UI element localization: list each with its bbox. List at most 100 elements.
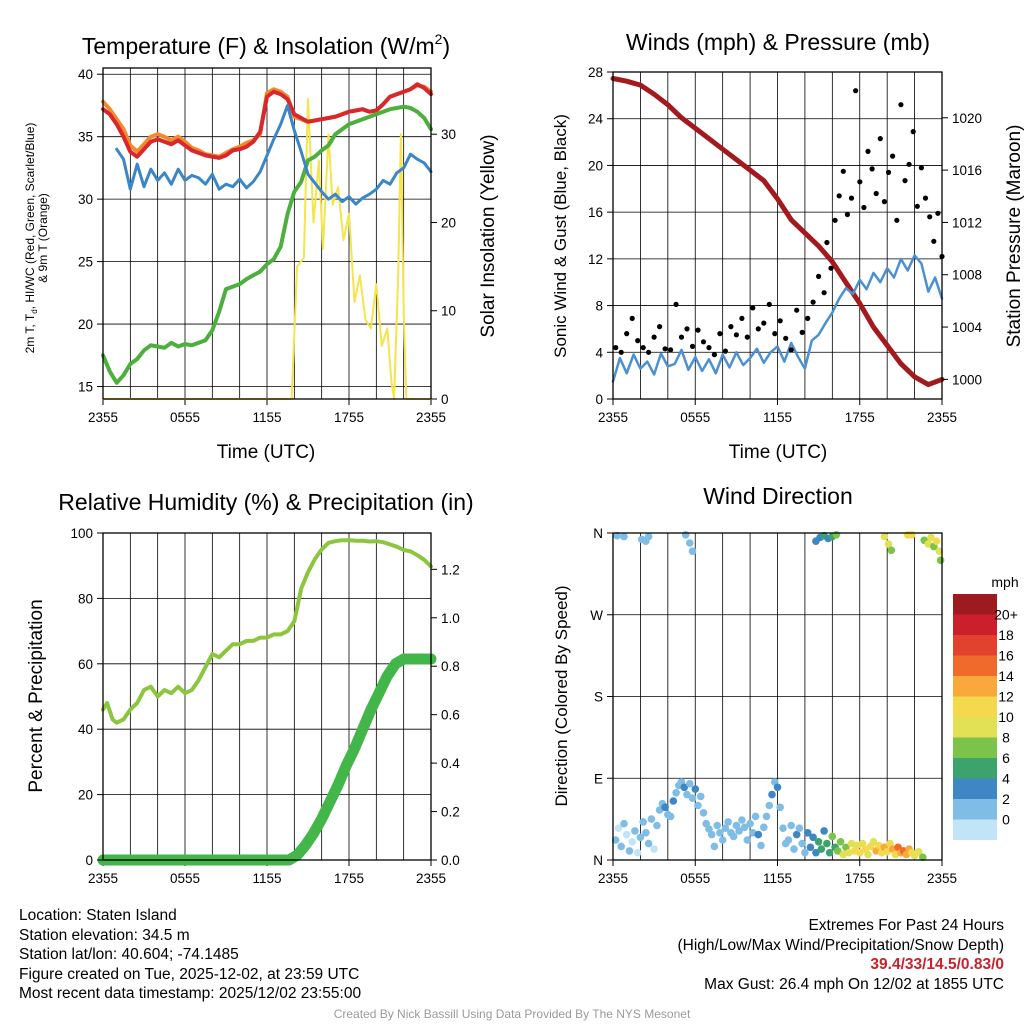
wind-gust-point (840, 168, 846, 174)
wind-gust-point (902, 178, 908, 184)
temp-xtick-label: 0555 (170, 410, 200, 425)
legend-swatch (953, 676, 997, 697)
dir-point (795, 824, 804, 832)
temp-xtick-label: 1155 (252, 410, 281, 425)
wind-gust-point (918, 165, 925, 171)
wind-gust-point (783, 335, 789, 341)
rh-xtick-label: 0555 (170, 871, 200, 886)
wind-gust-point (761, 320, 767, 326)
wind-gust-point (828, 265, 834, 271)
dir-point (884, 540, 893, 548)
wind-ytick-label: 28 (588, 65, 603, 80)
temp-title: Temperature (F) & Insolation (W/m2) (82, 31, 450, 59)
temp-y2tick-label: 30 (441, 127, 456, 142)
rh-xtick-label: 2355 (416, 871, 446, 886)
wind-plot-area: 2355 0555 1155 1755 2355 0 4 8 12 16 20 24 28 1000 100… (588, 65, 983, 425)
wind-gust-point (711, 352, 718, 358)
dir-point (696, 792, 705, 801)
wind-gust-point (728, 324, 734, 330)
dir-ytick-label: E (594, 771, 603, 786)
dir-point (740, 823, 749, 832)
dir-point (880, 532, 889, 541)
temp-border (102, 67, 432, 400)
dir-point (751, 812, 760, 821)
wind-xtick-label: 0555 (680, 410, 710, 425)
wind-gust-point (750, 305, 756, 311)
temp-ylabel-line2: & 9m T (Orange) (36, 193, 50, 283)
dir-point (757, 841, 765, 850)
wind-gust-point (832, 217, 838, 223)
dir-point (644, 839, 653, 848)
dir-title: Wind Direction (703, 483, 853, 509)
wind-gust-point (662, 346, 668, 352)
wind-gust-point (931, 238, 937, 244)
rh-xtick-label: 1155 (252, 871, 281, 886)
wind-gust-point (613, 345, 619, 351)
dir-point (908, 531, 916, 539)
legend-swatch (953, 758, 997, 779)
dir-point (738, 816, 746, 824)
rh-series-relative-humidity (101, 538, 433, 725)
wind-gust-point (646, 349, 652, 355)
dir-point (686, 779, 694, 788)
wind-gust-point (881, 199, 888, 205)
wind-gust-point (906, 161, 912, 167)
dir-point (688, 547, 697, 555)
temp-series-dewpoint (101, 104, 433, 385)
legend-label: 2 (1002, 791, 1010, 807)
extremes-subtitle: (High/Low/Max Wind/Precipitation/Snow De… (677, 936, 1005, 954)
dir-point (856, 848, 864, 857)
dir-point (792, 830, 801, 839)
wind-border (612, 71, 943, 400)
dir-point (935, 547, 944, 555)
legend-swatch (953, 799, 997, 820)
dir-point (806, 843, 815, 852)
wind-xtick-label: 1755 (845, 410, 875, 425)
temp-ytick-label: 15 (78, 380, 93, 395)
wind-gust-point (668, 347, 674, 353)
dir-xtick-label: 2355 (927, 871, 957, 886)
dir-point (932, 537, 941, 545)
wind-gust-point (657, 324, 663, 330)
dir-point (622, 830, 631, 839)
wind-gust-point (885, 169, 892, 175)
temp-series-wind-chill (115, 104, 433, 206)
wind-gust-point (857, 179, 863, 185)
temp-title-end: ) (442, 33, 450, 59)
dir-point (718, 836, 727, 844)
dir-point (639, 818, 647, 826)
wind-ytick-label: 4 (595, 345, 603, 360)
dir-point (647, 815, 656, 823)
wind-gust-point (865, 148, 871, 154)
wind-gust-point (861, 204, 867, 211)
dir-point (801, 848, 809, 857)
wind-gust-point (733, 332, 740, 338)
rh-ytick-label: 60 (78, 657, 93, 672)
wind-xtick-label: 1155 (763, 410, 792, 425)
dir-point (631, 827, 639, 835)
legend-swatch (953, 717, 997, 738)
dir-point (768, 790, 776, 799)
wind-gust-point (922, 195, 929, 201)
temp-ylabel-a: 2m T, T (23, 313, 37, 353)
dir-border (612, 532, 943, 861)
wind-gust-point (848, 195, 855, 201)
wind-gust-point (618, 349, 624, 355)
legend-swatch (953, 819, 997, 840)
dir-point (927, 533, 935, 542)
dir-point (787, 821, 795, 830)
dir-point (814, 838, 823, 846)
dir-point (650, 845, 658, 853)
dir-point (721, 824, 730, 832)
dir-ytick-label: W (590, 608, 603, 623)
dir-point (823, 839, 831, 848)
wind-ytick-label: 24 (588, 112, 604, 127)
rh-y2tick-label: 0.4 (441, 756, 460, 771)
dir-point (620, 819, 628, 828)
wind-gust-point (744, 334, 750, 340)
dir-point (683, 790, 691, 799)
wind-y2tick-label: 1004 (952, 320, 983, 335)
legend-swatch (953, 737, 997, 758)
figure-created: Figure created on Tue, 2025-12-02, at 23… (19, 965, 360, 983)
dir-xtick-label: 0555 (680, 871, 710, 886)
